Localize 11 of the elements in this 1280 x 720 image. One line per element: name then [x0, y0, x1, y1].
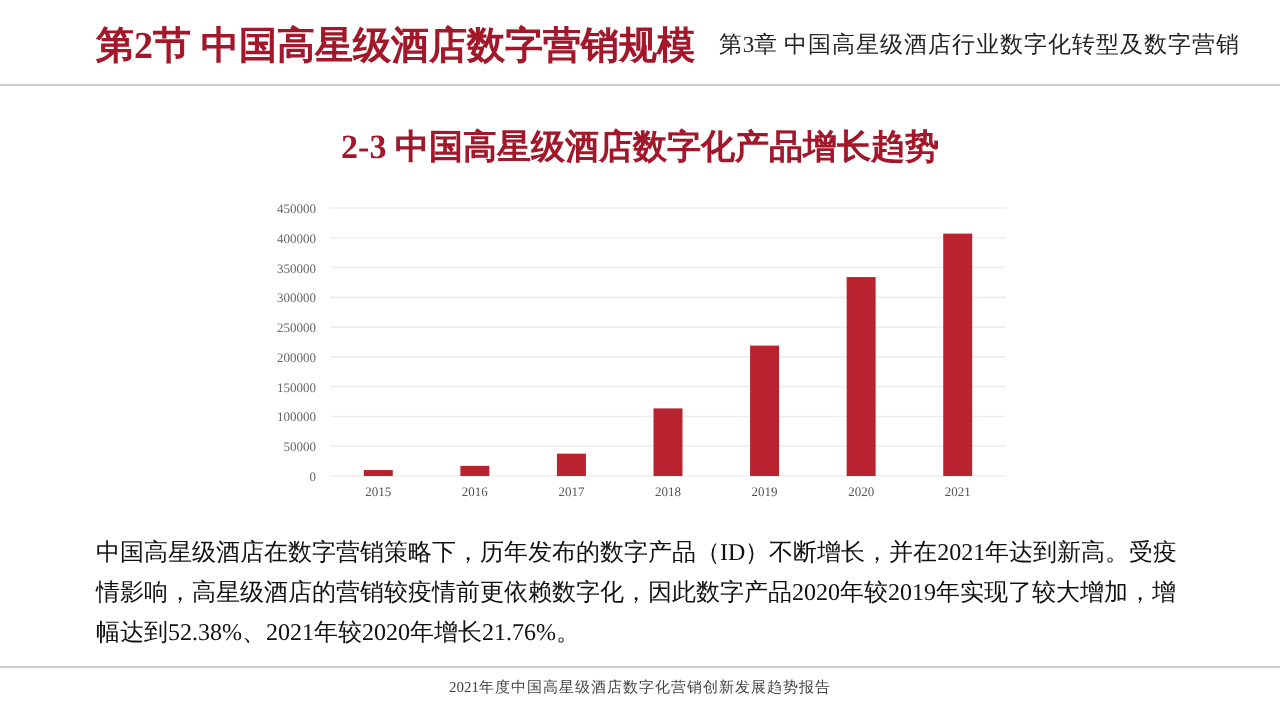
bar [750, 345, 780, 476]
text: 第3章 中国高星级酒店行业数字化转型及数字营销 [718, 30, 1240, 60]
text: 中国高星级酒店在数字营销策略下，历年发布的数字产品（ID）不断增长，并在2021年达到新高。受疫情影响，高星级酒店的营销较疫情前更依赖数字化，因此数字产品2020年较2019年实现了较大增加，增幅达到52.38%、2021年较2020年增长21.76%。 [96, 536, 1180, 650]
text: 第2节 中国高星级酒店数字营销规模 [96, 23, 695, 72]
chart-title: 2-3 中国高星级酒店数字化产品增长趋势 [339, 126, 941, 170]
bar [846, 277, 876, 476]
bar [363, 470, 393, 476]
bar [460, 465, 490, 476]
bar [943, 233, 973, 476]
bar [653, 408, 683, 476]
bar [556, 453, 586, 476]
